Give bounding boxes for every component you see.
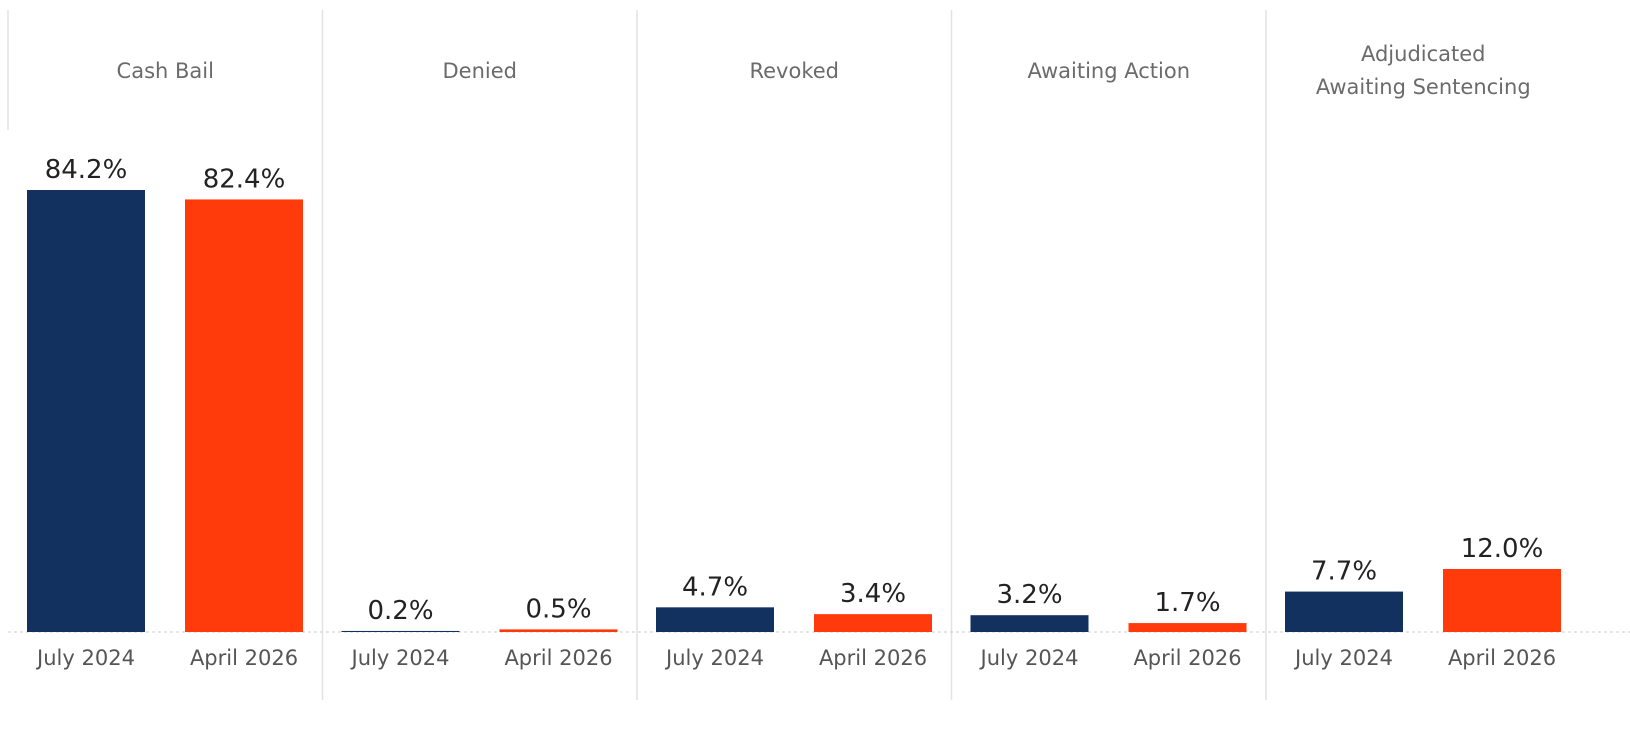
value-label: 3.2% bbox=[996, 580, 1062, 610]
bar bbox=[1128, 623, 1247, 632]
bar bbox=[970, 615, 1089, 632]
panel-title: Revoked bbox=[749, 58, 839, 83]
x-tick-label: April 2026 bbox=[819, 646, 927, 670]
x-tick-label: July 2024 bbox=[979, 646, 1079, 670]
value-label: 3.4% bbox=[840, 579, 906, 609]
bar bbox=[499, 629, 618, 632]
panel-title: Cash Bail bbox=[116, 58, 214, 83]
x-tick-label: April 2026 bbox=[1448, 646, 1556, 670]
value-label: 0.5% bbox=[525, 594, 591, 624]
value-label: 82.4% bbox=[203, 164, 286, 194]
x-tick-label: July 2024 bbox=[1293, 646, 1393, 670]
bar bbox=[27, 190, 145, 632]
value-label: 7.7% bbox=[1311, 557, 1377, 587]
panel-title: Awaiting Action bbox=[1027, 58, 1191, 83]
x-tick-label: July 2024 bbox=[664, 646, 764, 670]
x-tick-label: April 2026 bbox=[504, 646, 612, 670]
x-tick-label: July 2024 bbox=[350, 646, 450, 670]
value-label: 0.2% bbox=[367, 596, 433, 626]
panel-title: Denied bbox=[442, 58, 517, 83]
x-tick-label: April 2026 bbox=[1133, 646, 1241, 670]
bar bbox=[1443, 569, 1561, 632]
value-label: 84.2% bbox=[45, 155, 128, 185]
bar bbox=[185, 199, 303, 633]
bar bbox=[814, 614, 932, 632]
bar bbox=[341, 630, 460, 632]
value-label: 1.7% bbox=[1154, 588, 1220, 618]
x-tick-label: July 2024 bbox=[35, 646, 135, 670]
bar bbox=[1285, 591, 1403, 632]
x-tick-label: April 2026 bbox=[190, 646, 298, 670]
panel-title: Adjudicated Awaiting Sentencing bbox=[1315, 42, 1531, 99]
value-label: 12.0% bbox=[1461, 534, 1544, 564]
value-label: 4.7% bbox=[682, 572, 748, 602]
bar bbox=[656, 607, 774, 632]
